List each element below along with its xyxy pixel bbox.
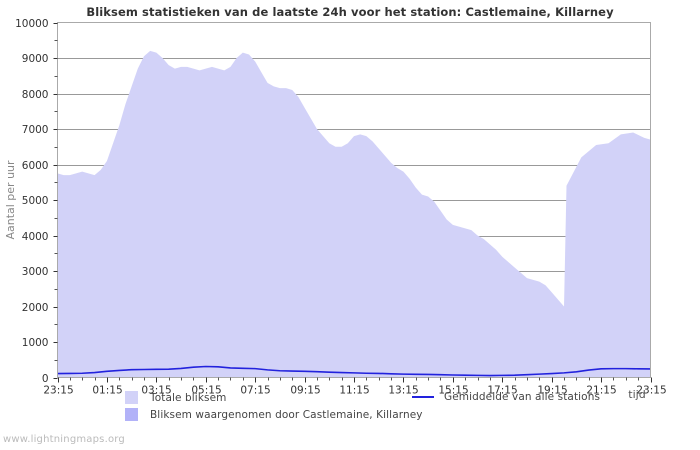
y-tick-label: 6000 — [22, 160, 49, 172]
legend-label-station: Bliksem waargenomen door Castlemaine, Ki… — [150, 408, 423, 421]
legend-label-total: Totale bliksem — [150, 391, 227, 404]
line-average-all-stations — [57, 365, 651, 377]
x-tick-label: 19:15 — [537, 385, 567, 397]
x-tick-label: 15:15 — [438, 385, 468, 397]
area-series-group — [57, 50, 651, 378]
legend-item-total[interactable]: Totale bliksem — [125, 391, 226, 404]
x-tick-label: 23:15 — [636, 385, 666, 397]
y-tick-label: 10000 — [15, 18, 48, 30]
x-tick-label: 13:15 — [388, 385, 418, 397]
y-tick-label: 1000 — [22, 337, 49, 349]
x-tick-label: 21:15 — [586, 385, 616, 397]
legend-item-station[interactable]: Bliksem waargenomen door Castlemaine, Ki… — [125, 408, 423, 421]
y-tick-label: 8000 — [22, 89, 49, 101]
legend-swatch-station — [125, 408, 138, 421]
legend-line-average — [412, 396, 434, 398]
page-title: Bliksem statistieken van de laatste 24h … — [86, 5, 614, 19]
x-axis-ticks: 23:15 01:15 03:15 05:15 07:15 09:15 11:15 13:15… — [43, 377, 667, 397]
y-axis-ticks: 0 1000 2000 3000 4000 5000 6000 7000 8000 9000 100… — [15, 18, 58, 385]
y-axis-label: Aantal per uur — [4, 160, 17, 240]
y-tick-label: 9000 — [22, 53, 49, 65]
chart-legend: Totale bliksem Bliksem waargenomen door … — [0, 391, 700, 435]
x-tick-label: 23:15 — [43, 385, 73, 397]
x-tick-label: 11:15 — [339, 385, 369, 397]
y-tick-label: 4000 — [22, 231, 49, 243]
legend-label-average: Gemiddelde van alle stations — [444, 391, 601, 403]
x-tick-label: 01:15 — [92, 385, 122, 397]
x-tick-label: 03:15 — [141, 385, 171, 397]
x-tick-label: 07:15 — [240, 385, 270, 397]
y-tick-label: 5000 — [22, 195, 49, 207]
legend-item-average[interactable]: Gemiddelde van alle stations — [412, 391, 600, 403]
x-tick-label: 09:15 — [290, 385, 320, 397]
y-tick-label: 0 — [42, 373, 49, 385]
y-tick-label: 2000 — [22, 302, 49, 314]
x-tick-label: 17:15 — [487, 385, 517, 397]
site-watermark: www.lightningmaps.org — [3, 434, 125, 445]
y-tick-label: 7000 — [22, 124, 49, 136]
x-tick-label: 05:15 — [191, 385, 221, 397]
area-total-lightning — [57, 50, 651, 378]
legend-swatch-total — [125, 391, 138, 404]
average-line-series — [57, 365, 651, 377]
y-tick-label: 3000 — [22, 266, 49, 278]
x-axis-label: tijd — [628, 388, 645, 401]
